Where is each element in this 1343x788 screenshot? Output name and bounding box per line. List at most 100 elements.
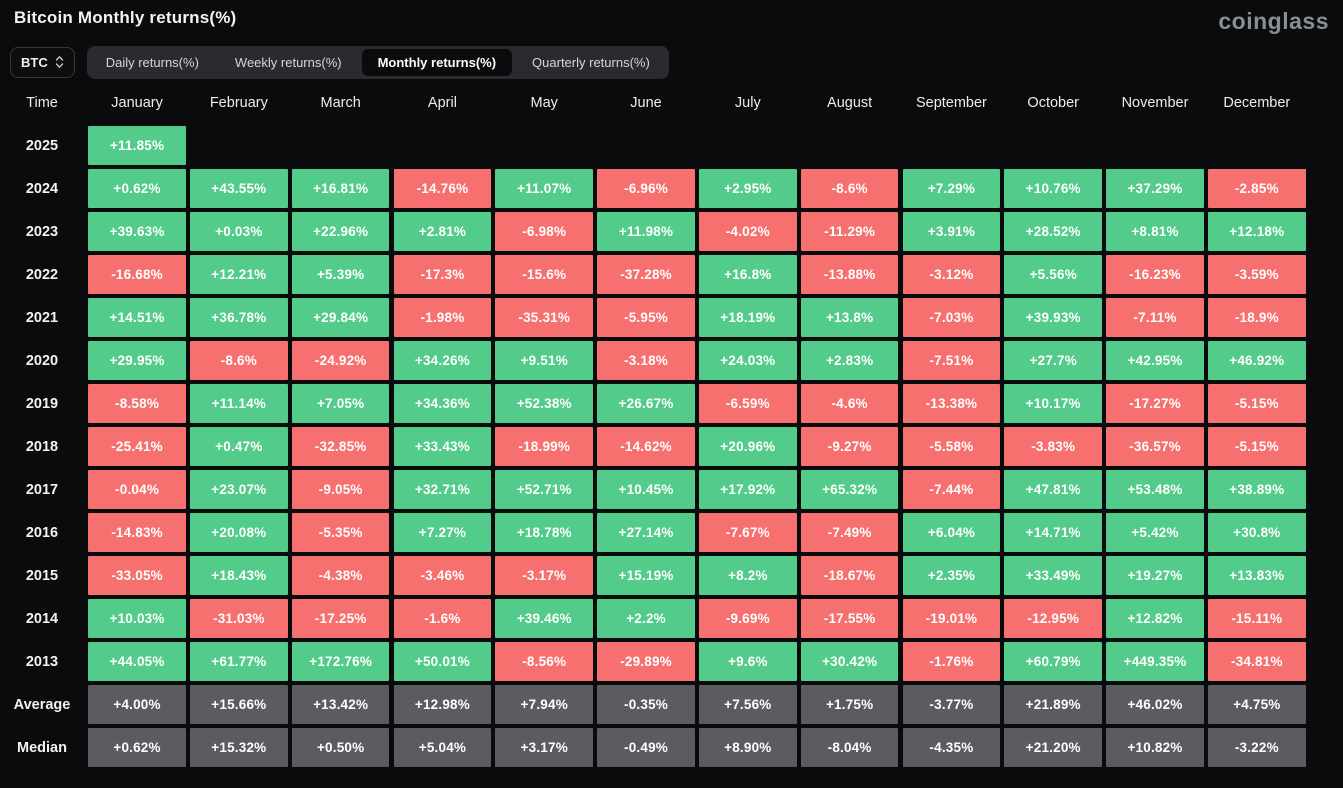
return-cell: +172.76% [291,642,390,681]
return-cell: +10.17% [1004,384,1102,423]
coinglass-logo: coinglass [1218,8,1329,34]
return-cell: +19.27% [1106,556,1204,595]
return-cell: -4.38% [291,556,390,595]
return-cell: +7.56% [699,685,797,724]
return-cell: +0.62% [88,728,186,767]
return-cell: -8.04% [800,728,899,767]
return-cell: +22.96% [291,212,390,251]
page-title: Bitcoin Monthly returns(%) [14,8,237,27]
return-cell [1208,126,1306,165]
return-cell: +21.20% [1004,728,1102,767]
return-cell: +36.78% [190,298,288,337]
return-cell: -9.05% [291,470,390,509]
return-cell: +33.49% [1004,556,1102,595]
table-row: 2020 +29.95% -8.6% -24.92% +34.26% +9.51% -3.1… [0,341,1343,380]
return-cell: -17.55% [800,599,899,638]
row-label: 2018 [25,438,59,455]
symbol-select-value: BTC [21,54,48,70]
return-cell: -15.6% [495,255,593,294]
return-cell: -17.27% [1106,384,1204,423]
return-cell: +17.92% [699,470,797,509]
return-cell: -33.05% [88,556,186,595]
table-row: Average +4.00% +15.66% +13.42% +12.98% +7.94%… [0,685,1343,724]
return-cell: +0.47% [190,427,288,466]
return-cell: -6.98% [495,212,593,251]
return-cell: -37.28% [597,255,695,294]
row-label: 2013 [25,653,59,670]
return-cell: -7.03% [902,298,1001,337]
return-cell: -31.03% [190,599,288,638]
return-cell: +10.76% [1004,169,1102,208]
return-cell: -36.57% [1106,427,1204,466]
return-cell: -34.81% [1208,642,1306,681]
returns-period-tabs: Daily returns(%) Weekly returns(%) Month… [86,45,669,79]
return-cell: +1.75% [800,685,899,724]
table-row: 2023 +39.63% +0.03% +22.96% +2.81% -6.98% +11.… [0,212,1343,251]
return-cell: -5.58% [902,427,1001,466]
return-cell: -3.83% [1004,427,1102,466]
return-cell: -4.6% [800,384,899,423]
return-cell: +2.95% [699,169,797,208]
return-cell: +60.79% [1004,642,1102,681]
return-cell: +20.96% [699,427,797,466]
tab-daily-returns[interactable]: Daily returns(%) [90,49,215,76]
symbol-select[interactable]: BTC [10,46,75,78]
column-header-time: Time [26,95,58,111]
return-cell [903,126,1001,165]
return-cell: -14.62% [597,427,695,466]
return-cell: +9.6% [699,642,797,681]
return-cell: -2.85% [1208,169,1306,208]
row-label: 2019 [25,395,59,412]
return-cell: +12.98% [393,685,492,724]
return-cell: +23.07% [190,470,288,509]
return-cell: -17.25% [291,599,390,638]
return-cell: +28.52% [1004,212,1102,251]
tab-quarterly-returns[interactable]: Quarterly returns(%) [516,49,666,76]
return-cell: +12.21% [190,255,288,294]
return-cell: +10.03% [88,599,186,638]
return-cell: +2.81% [393,212,492,251]
return-cell: -7.11% [1106,298,1204,337]
return-cell: +39.93% [1004,298,1102,337]
tab-monthly-returns[interactable]: Monthly returns(%) [361,48,513,76]
return-cell: +6.04% [902,513,1001,552]
return-cell: +4.00% [88,685,186,724]
return-cell: +29.95% [88,341,186,380]
return-cell: -7.44% [902,470,1001,509]
return-cell: -14.76% [393,169,492,208]
top-bar: Bitcoin Monthly returns(%) coinglass [0,0,1343,42]
return-cell: +44.05% [88,642,186,681]
return-cell: +12.18% [1208,212,1306,251]
row-label: 2024 [25,180,59,197]
return-cell: +11.85% [88,126,186,165]
row-label: 2022 [25,266,59,283]
return-cell: +10.82% [1106,728,1204,767]
table-row: 2015 -33.05% +18.43% -4.38% -3.46% -3.17% +15.… [0,556,1343,595]
return-cell: +5.42% [1106,513,1204,552]
return-cell: +10.45% [597,470,695,509]
return-cell: -32.85% [291,427,390,466]
return-cell: +37.29% [1106,169,1204,208]
column-header-february: February [209,95,268,111]
return-cell: +13.42% [291,685,390,724]
return-cell: +27.7% [1004,341,1102,380]
return-cell: +0.50% [291,728,390,767]
return-cell: +16.81% [291,169,390,208]
return-cell: -14.83% [88,513,186,552]
return-cell: +47.81% [1004,470,1102,509]
return-cell: +16.8% [699,255,797,294]
return-cell: -9.27% [800,427,899,466]
return-cell: +8.2% [699,556,797,595]
return-cell: +32.71% [393,470,492,509]
tab-weekly-returns[interactable]: Weekly returns(%) [219,49,358,76]
return-cell: -19.01% [902,599,1001,638]
return-cell: +34.26% [393,341,492,380]
return-cell: -1.98% [393,298,492,337]
return-cell: -15.11% [1208,599,1306,638]
return-cell [394,126,492,165]
return-cell: +15.19% [597,556,695,595]
return-cell: -4.35% [902,728,1001,767]
return-cell: +18.43% [190,556,288,595]
return-cell: -0.35% [597,685,695,724]
return-cell: +15.66% [190,685,288,724]
